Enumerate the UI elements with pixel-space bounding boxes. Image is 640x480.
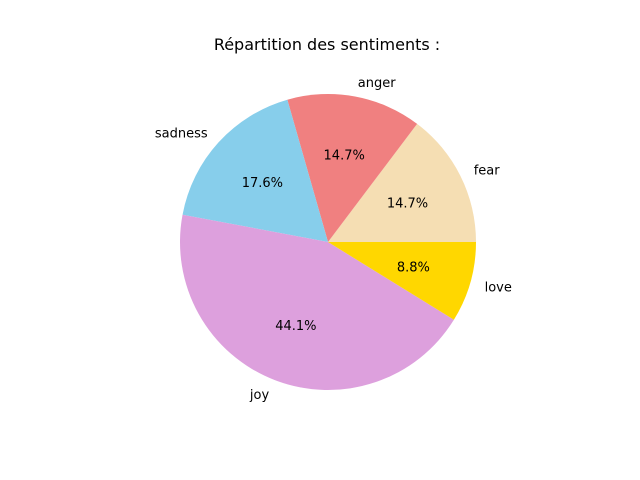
- pie-slice-sadness: [182, 99, 328, 242]
- slice-label-sadness: sadness: [155, 126, 208, 141]
- slice-percent-fear: 14.7%: [387, 196, 428, 211]
- slice-label-joy: joy: [249, 388, 270, 403]
- slice-label-love: love: [485, 281, 512, 296]
- slice-percent-anger: 14.7%: [324, 149, 365, 164]
- pie-slice-anger: [287, 93, 418, 242]
- slice-label-anger: anger: [358, 76, 396, 91]
- pie-slice-love: [328, 242, 476, 320]
- pie-slices: [180, 93, 476, 390]
- slice-label-fear: fear: [474, 163, 501, 178]
- pie-slice-fear: [328, 123, 476, 242]
- slice-percent-sadness: 17.6%: [242, 176, 283, 191]
- slice-percent-joy: 44.1%: [275, 319, 316, 334]
- chart-title: Répartition des sentiments :: [214, 35, 440, 54]
- pie-slice-joy: [180, 214, 454, 390]
- pie-labels: fear 14.7% anger 14.7% sadness 17.6% joy 44.1% l…: [155, 76, 512, 403]
- slice-percent-love: 8.8%: [397, 260, 430, 275]
